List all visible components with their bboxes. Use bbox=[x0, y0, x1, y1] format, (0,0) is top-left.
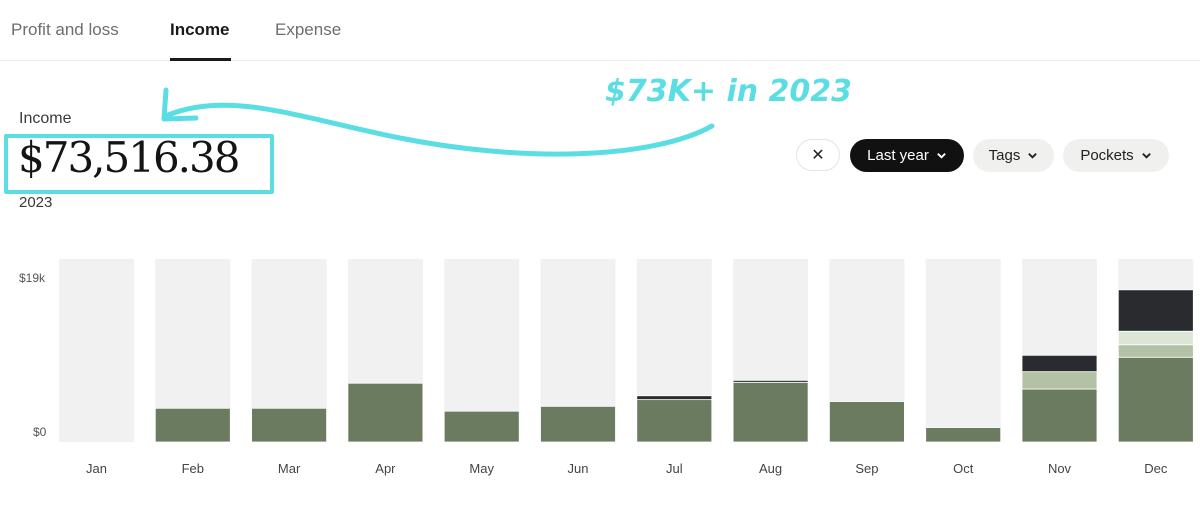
bar-segment bbox=[1117, 330, 1194, 346]
clear-filter-button[interactable]: ✕ bbox=[796, 139, 840, 171]
tab-bar: Profit and loss Income Expense bbox=[0, 0, 1200, 61]
bar-segment bbox=[540, 405, 616, 443]
y-tick-label: $0 bbox=[33, 425, 47, 439]
x-tick-label: Aug bbox=[759, 461, 782, 476]
x-tick-label: Mar bbox=[278, 461, 301, 476]
income-bar-chart: $19k $0 Jan Feb Mar Apr May Jun Jul Aug Sep Oct Nov D… bbox=[19, 259, 1194, 476]
bar-segment bbox=[636, 399, 713, 443]
bar-segment bbox=[732, 381, 809, 443]
tab-income[interactable]: Income bbox=[170, 20, 230, 39]
bar-segment bbox=[1021, 354, 1098, 373]
income-amount: $73,516.38 bbox=[18, 133, 240, 182]
chevron-down-icon bbox=[1028, 153, 1038, 159]
bar-segment bbox=[154, 407, 231, 443]
period-label: Last year bbox=[867, 147, 929, 164]
x-tick-label: Oct bbox=[953, 461, 974, 476]
x-tick-label: Dec bbox=[1144, 461, 1168, 476]
x-tick-label: Feb bbox=[182, 461, 204, 476]
tab-expense[interactable]: Expense bbox=[275, 20, 342, 39]
y-tick-label: $19k bbox=[19, 271, 46, 285]
x-tick-label: Jan bbox=[86, 461, 107, 476]
bar-track bbox=[59, 259, 134, 442]
bar-segment bbox=[1117, 344, 1194, 358]
x-tick-label: May bbox=[469, 461, 494, 476]
bar-segment bbox=[1021, 388, 1098, 443]
x-tick-label: Jun bbox=[568, 461, 589, 476]
chevron-down-icon bbox=[1141, 153, 1151, 159]
highlight-box bbox=[4, 134, 274, 194]
x-tick-label: Apr bbox=[375, 461, 396, 476]
close-icon: ✕ bbox=[811, 147, 825, 164]
bar-segment bbox=[925, 427, 1002, 443]
bar-segment bbox=[251, 407, 328, 443]
bar-track bbox=[925, 259, 1001, 442]
active-tab-indicator bbox=[170, 58, 231, 61]
bar-segment bbox=[347, 382, 424, 443]
bar-segment bbox=[1021, 371, 1098, 390]
tags-dropdown[interactable]: Tags bbox=[973, 139, 1054, 172]
x-tick-label: Jul bbox=[666, 461, 683, 476]
bar-segment bbox=[1117, 356, 1194, 443]
tab-profit-and-loss[interactable]: Profit and loss bbox=[11, 20, 119, 39]
pockets-label: Pockets bbox=[1080, 147, 1134, 164]
bar-segment bbox=[636, 395, 713, 401]
income-label: Income bbox=[19, 110, 72, 127]
annotation-text: $73K+ in 2023 bbox=[605, 74, 853, 109]
x-tick-label: Nov bbox=[1048, 461, 1072, 476]
period-dropdown[interactable]: Last year bbox=[850, 139, 964, 172]
bar-segment bbox=[1117, 289, 1194, 332]
bar-segment bbox=[829, 401, 905, 443]
income-year: 2023 bbox=[19, 194, 53, 211]
tags-label: Tags bbox=[988, 147, 1021, 164]
bar-segment bbox=[443, 410, 520, 443]
pockets-dropdown[interactable]: Pockets bbox=[1063, 139, 1169, 172]
bar-segment bbox=[732, 379, 809, 383]
x-tick-label: Sep bbox=[855, 461, 878, 476]
chevron-down-icon bbox=[937, 153, 946, 159]
